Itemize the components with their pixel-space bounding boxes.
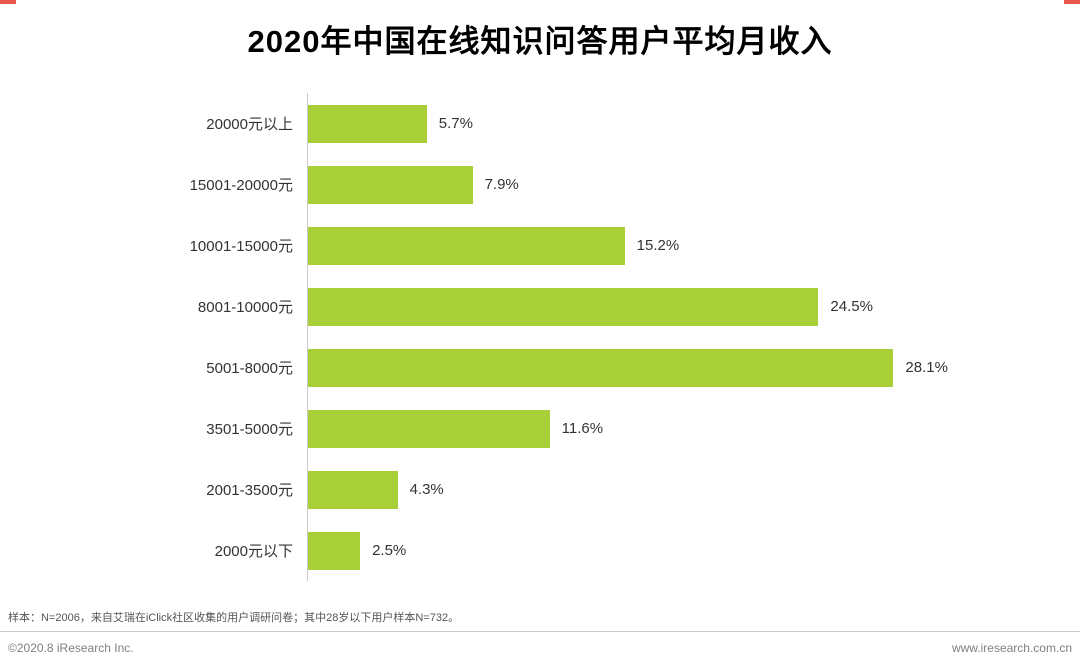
chart-row: 5001-8000元 28.1% [0, 337, 1060, 398]
sample-note: 样本：N=2006，来自艾瑞在iClick社区收集的用户调研问卷；其中28岁以下… [8, 612, 460, 624]
bar [308, 348, 894, 387]
chart-area: 20000元以上 5.7% 15001-20000元 7.9% 10001-15000元… [0, 93, 1080, 581]
bar [308, 165, 473, 204]
category-label: 2000元以下 [214, 543, 293, 560]
chart-row: 8001-10000元 24.5% [0, 276, 1060, 337]
chart-row: 3501-5000元 11.6% [0, 398, 1060, 459]
bar [308, 409, 550, 448]
value-label: 4.3% [409, 481, 444, 498]
footer: 样本：N=2006，来自艾瑞在iClick社区收集的用户调研问卷；其中28岁以下… [0, 609, 1080, 667]
bar [308, 104, 427, 143]
copyright-text: ©2020.8 iResearch Inc. [8, 641, 134, 655]
category-label: 5001-8000元 [206, 360, 293, 377]
value-label: 28.1% [905, 359, 948, 376]
chart-title: 2020年中国在线知识问答用户平均月收入 [247, 24, 833, 59]
value-label: 15.2% [636, 237, 680, 254]
chart-row: 15001-20000元 7.9% [0, 154, 1060, 215]
bar [308, 287, 819, 326]
bar-track: 7.9% [307, 154, 1060, 215]
category-label: 15001-20000元 [189, 177, 293, 194]
bar-track: 5.7% [307, 93, 1060, 154]
chart-row: 10001-15000元 15.2% [0, 215, 1060, 276]
website-link[interactable]: www.iresearch.com.cn [951, 641, 1072, 655]
category-label: 10001-15000元 [189, 238, 293, 255]
bar-track: 4.3% [307, 459, 1060, 520]
bar-track: 28.1% [307, 337, 1060, 398]
corner-mark-right-icon [1064, 0, 1080, 4]
corner-mark-left-icon [0, 0, 16, 4]
category-label: 3501-5000元 [206, 421, 293, 438]
chart-row: 2000元以下 2.5% [0, 520, 1060, 581]
bar-track: 2.5% [307, 520, 1060, 581]
bar [308, 531, 361, 570]
value-label: 7.9% [484, 176, 519, 193]
category-label: 8001-10000元 [197, 299, 293, 316]
bar-track: 11.6% [307, 398, 1060, 459]
bar-chart: 20000元以上 5.7% 15001-20000元 7.9% 10001-15000元… [0, 93, 1060, 581]
value-label: 24.5% [830, 298, 873, 315]
value-label: 2.5% [372, 542, 407, 559]
category-label: 2001-3500元 [206, 482, 293, 499]
bar-track: 24.5% [307, 276, 1060, 337]
bar [308, 226, 625, 265]
chart-row: 20000元以上 5.7% [0, 93, 1060, 154]
bar-track: 15.2% [307, 215, 1060, 276]
value-label: 11.6% [561, 420, 604, 437]
category-label: 20000元以上 [206, 116, 293, 133]
bar [308, 470, 398, 509]
chart-row: 2001-3500元 4.3% [0, 459, 1060, 520]
footer-divider [0, 631, 1080, 632]
value-label: 5.7% [438, 115, 473, 132]
